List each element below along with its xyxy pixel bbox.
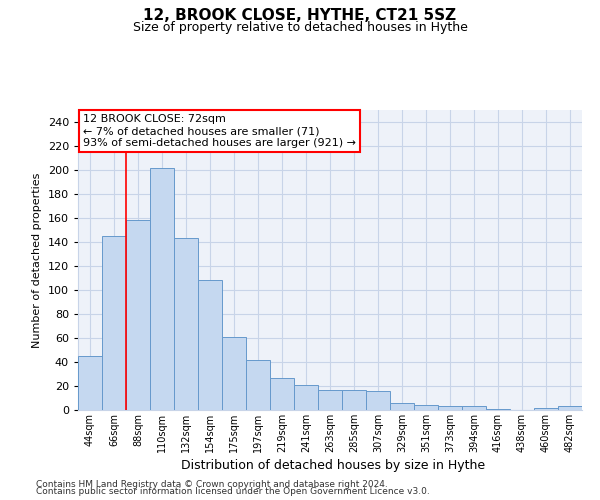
Bar [126,220,150,410]
Bar [294,385,318,410]
Bar [150,168,174,410]
Bar [198,280,222,410]
Bar [270,378,294,410]
Bar [558,406,582,410]
Bar [462,406,486,410]
Text: Contains HM Land Registry data © Crown copyright and database right 2024.: Contains HM Land Registry data © Crown c… [36,480,388,489]
Bar [366,391,390,410]
Bar [78,356,102,410]
Text: 12 BROOK CLOSE: 72sqm
← 7% of detached houses are smaller (71)
93% of semi-detac: 12 BROOK CLOSE: 72sqm ← 7% of detached h… [83,114,356,148]
Bar [342,390,366,410]
Text: Distribution of detached houses by size in Hythe: Distribution of detached houses by size … [181,460,485,472]
Bar [174,238,198,410]
Bar [534,408,558,410]
Bar [102,236,126,410]
Bar [246,360,270,410]
Bar [414,405,438,410]
Bar [390,403,414,410]
Y-axis label: Number of detached properties: Number of detached properties [32,172,42,348]
Bar [222,337,246,410]
Bar [486,409,510,410]
Bar [438,406,462,410]
Text: Size of property relative to detached houses in Hythe: Size of property relative to detached ho… [133,21,467,34]
Bar [318,390,342,410]
Text: 12, BROOK CLOSE, HYTHE, CT21 5SZ: 12, BROOK CLOSE, HYTHE, CT21 5SZ [143,8,457,22]
Text: Contains public sector information licensed under the Open Government Licence v3: Contains public sector information licen… [36,487,430,496]
